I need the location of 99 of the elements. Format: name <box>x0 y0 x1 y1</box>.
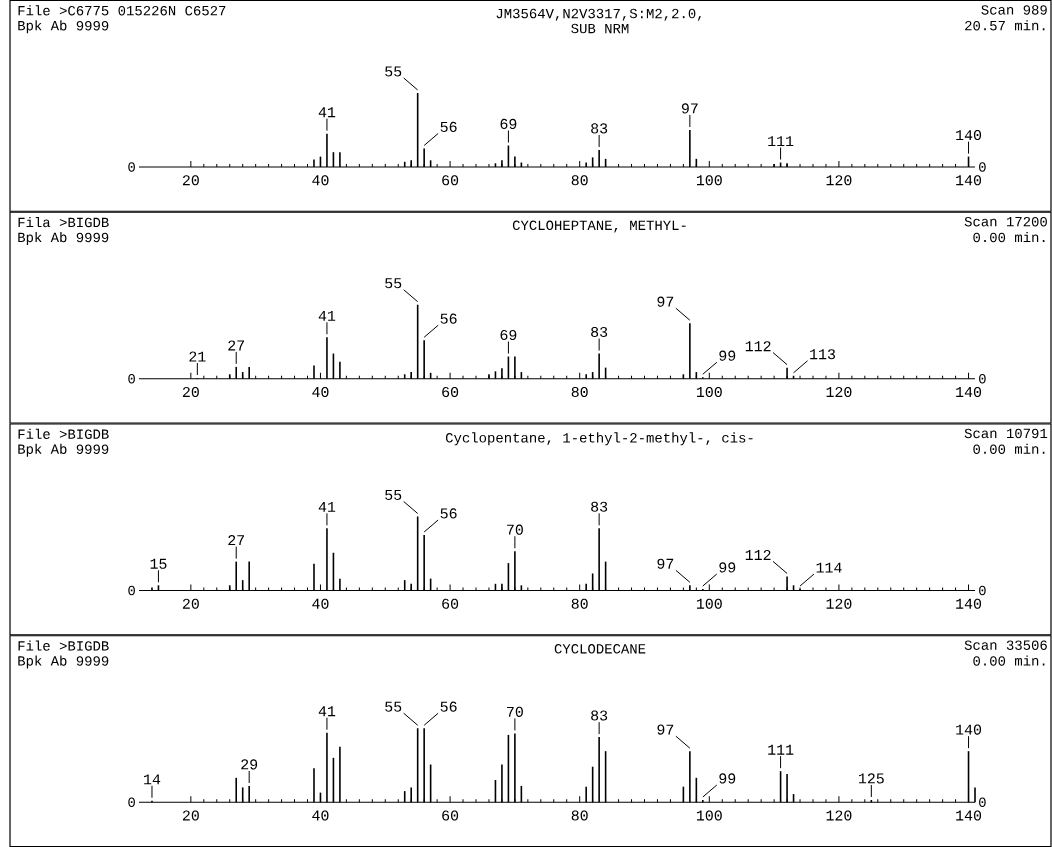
x-tick-label: 40 <box>312 598 329 609</box>
text: 0 <box>128 797 135 807</box>
annotation: 97 <box>657 558 674 569</box>
annotation: 70 <box>507 524 523 535</box>
annotation: 83 <box>591 326 608 338</box>
text: Scan 10791 <box>964 428 1048 439</box>
chart-subtitle: SUB NRM <box>571 23 629 34</box>
x-tick-label: 120 <box>826 175 852 186</box>
chart-title: CYCLODECANE <box>554 644 646 654</box>
annotation: 55 <box>385 278 402 289</box>
annotation: 113 <box>810 349 835 360</box>
annotation: 21 <box>189 351 206 362</box>
annotation: 111 <box>768 136 794 147</box>
x-tick-label: 100 <box>696 598 722 609</box>
annotation: 99 <box>719 562 736 573</box>
x-tick-label: 140 <box>956 175 982 186</box>
x-tick-label: 140 <box>956 598 982 609</box>
annotation: 55 <box>385 701 402 712</box>
annotation: 56 <box>440 701 457 712</box>
annotation: 27 <box>228 340 245 351</box>
text: 0 <box>979 374 986 384</box>
annotation: 97 <box>657 296 674 307</box>
annotation: 27 <box>228 535 245 546</box>
annotation: 41 <box>318 501 336 512</box>
x-tick-label: 100 <box>696 810 722 821</box>
x-tick-label: 100 <box>696 386 722 398</box>
text: 0 <box>979 797 986 807</box>
text: Scan 989 <box>981 5 1047 15</box>
text: 0.00 min. <box>973 655 1045 666</box>
text: 0 <box>979 162 986 172</box>
annotation: 112 <box>745 549 771 560</box>
x-tick-label: 40 <box>312 175 329 186</box>
x-tick-label: 60 <box>442 598 459 609</box>
annotation: 15 <box>150 558 167 569</box>
x-tick-label: 80 <box>571 810 588 821</box>
text: Fila >BIGDB <box>18 216 109 228</box>
annotation: 83 <box>591 710 608 721</box>
text: 0 <box>128 374 135 384</box>
text: 0.00 min. <box>973 443 1045 454</box>
x-tick-label: 120 <box>826 810 852 821</box>
text: Scan 17200 <box>964 216 1047 227</box>
annotation: 97 <box>657 724 674 735</box>
text: Bpk Ab 9999 <box>18 443 109 457</box>
annotation: 55 <box>385 489 402 500</box>
annotation: 112 <box>745 341 771 352</box>
annotation: 70 <box>507 706 523 717</box>
x-tick-label: 20 <box>182 175 199 186</box>
x-tick-label: 60 <box>442 810 459 821</box>
text: 0.00 min. <box>973 231 1045 243</box>
x-tick-label: 120 <box>826 598 852 609</box>
text: Bpk Ab 9999 <box>18 20 109 34</box>
x-tick-label: 140 <box>956 386 982 398</box>
annotation: 41 <box>318 107 336 118</box>
annotation: 97 <box>681 103 698 114</box>
x-tick-label: 120 <box>826 386 852 398</box>
x-tick-label: 20 <box>182 598 199 609</box>
x-tick-label: 100 <box>696 175 722 186</box>
text: 0 <box>979 585 986 596</box>
text: 0 <box>128 585 135 596</box>
annotation: 69 <box>500 329 517 341</box>
chart-title: JM3564V,N2V3317,S:M2,2.0, <box>496 8 701 21</box>
text: 0 <box>128 162 135 172</box>
x-tick-label: 40 <box>312 810 329 821</box>
annotation: 56 <box>440 508 457 519</box>
annotation: 41 <box>318 706 336 717</box>
annotation: 111 <box>768 744 794 755</box>
chart-title: CYCLOHEPTANE, METHYL- <box>512 220 686 233</box>
x-tick-label: 80 <box>571 175 588 186</box>
x-tick-label: 80 <box>571 386 588 398</box>
annotation: 41 <box>318 310 336 321</box>
x-tick-label: 60 <box>442 386 459 398</box>
annotation: 140 <box>956 129 982 141</box>
annotation: 56 <box>440 121 457 132</box>
x-tick-label: 80 <box>571 598 588 609</box>
annotation: 83 <box>591 123 608 134</box>
annotation: 83 <box>591 501 608 512</box>
x-tick-label: 20 <box>182 386 199 398</box>
annotation: 125 <box>858 773 884 784</box>
x-tick-label: 140 <box>956 810 982 821</box>
annotation: 14 <box>144 774 161 785</box>
text: Bpk Ab 9999 <box>18 655 109 669</box>
x-tick-label: 60 <box>442 175 459 186</box>
text: 20.57 min. <box>965 20 1045 31</box>
text: File >BIGDB <box>18 428 109 439</box>
text: File >C6775 015226N C6527 <box>18 5 226 16</box>
text: Scan 33506 <box>964 640 1047 650</box>
annotation: 56 <box>440 313 457 324</box>
annotation: 99 <box>719 350 736 361</box>
text: File >BIGDB <box>18 640 109 651</box>
annotation: 55 <box>385 66 402 77</box>
annotation: 114 <box>816 562 842 573</box>
annotation: 29 <box>241 759 258 770</box>
annotation: 99 <box>719 773 736 784</box>
chart-title: Cyclopentane, 1-ethyl-2-methyl-, cis- <box>445 432 753 446</box>
text: Bpk Ab 9999 <box>18 231 109 245</box>
x-tick-label: 40 <box>312 386 329 398</box>
annotation: 140 <box>956 724 982 735</box>
x-tick-label: 20 <box>182 810 199 821</box>
annotation: 69 <box>500 118 517 130</box>
